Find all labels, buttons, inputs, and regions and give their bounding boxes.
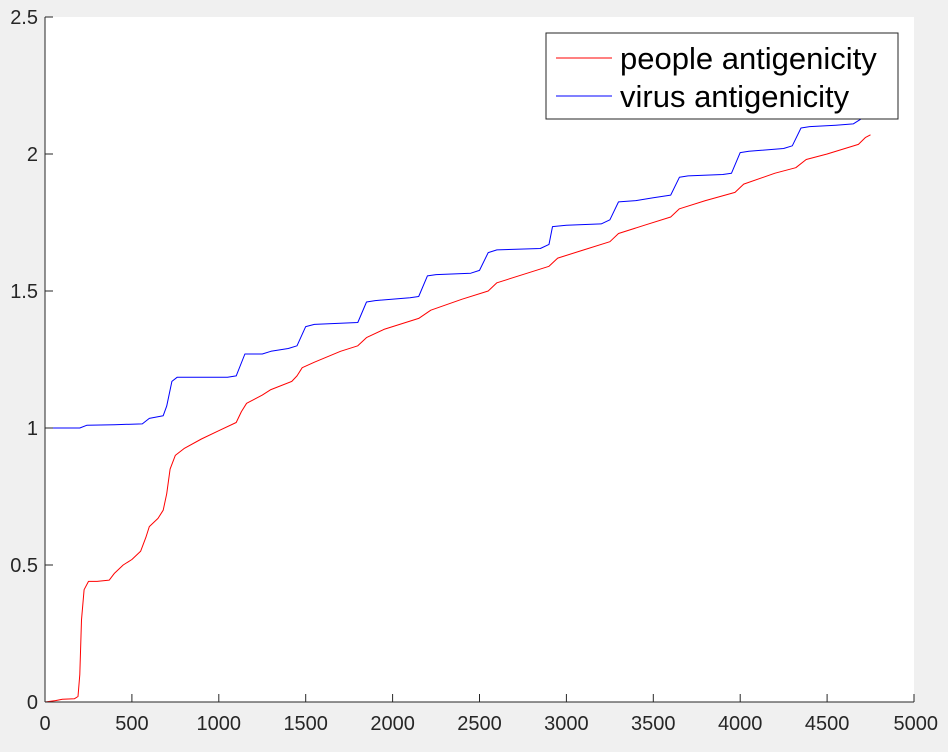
x-ticks: 0 500 1000 1500 2000 2500 3000 3500 4000 4500 5000	[39, 694, 938, 735]
series-line-virus-antigenicity	[45, 112, 866, 429]
x-tick-label: 3500	[631, 713, 676, 735]
x-tick-label: 500	[115, 713, 148, 735]
x-tick-label: 5000	[894, 713, 939, 735]
x-tick-label: 0	[39, 713, 50, 735]
x-tick-label: 4500	[805, 713, 850, 735]
y-tick-label: 0.5	[10, 555, 38, 577]
series-layer	[45, 112, 871, 702]
y-tick-label: 2.5	[10, 7, 38, 29]
x-tick-label: 1000	[197, 713, 242, 735]
x-tick-label: 4000	[718, 713, 763, 735]
y-tick-label: 1	[27, 418, 38, 440]
legend-box	[545, 32, 899, 120]
series-line-people-antigenicity	[45, 134, 871, 702]
y-tick-label: 0	[27, 692, 38, 714]
plot-area	[45, 17, 914, 702]
legend-label-people-antigenicity: people antigenicity	[620, 41, 877, 76]
x-tick-label: 2000	[370, 713, 415, 735]
x-tick-label: 1500	[283, 713, 328, 735]
x-tick-label: 3000	[544, 713, 589, 735]
legend-label-virus-antigenicity: virus antigenicity	[620, 79, 850, 114]
y-ticks: 0 0.5 1 1.5 2 2.5	[10, 7, 53, 714]
y-tick-label: 1.5	[10, 281, 38, 303]
x-tick-label: 2500	[457, 713, 502, 735]
y-tick-label: 2	[27, 144, 38, 166]
legend: people antigenicity virus antigenicity	[545, 32, 899, 120]
